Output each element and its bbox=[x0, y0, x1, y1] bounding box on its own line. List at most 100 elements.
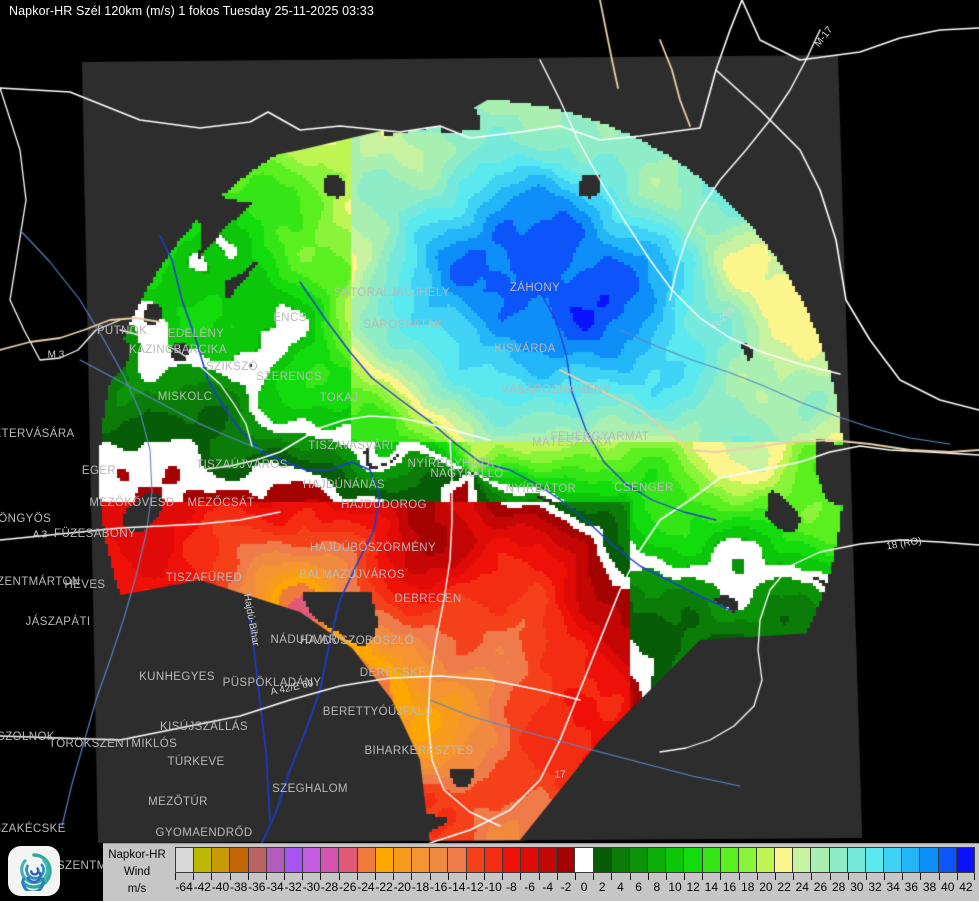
legend-tick-label: 0 bbox=[580, 880, 588, 894]
legend-swatch bbox=[339, 848, 358, 872]
legend-tick bbox=[575, 873, 576, 880]
legend-swatch bbox=[194, 848, 213, 872]
legend-caption: Napkor-HR Wind m/s bbox=[103, 845, 171, 900]
legend-ticks bbox=[175, 873, 975, 881]
legend-swatch bbox=[702, 848, 721, 872]
legend-swatch bbox=[502, 848, 521, 872]
legend-tick bbox=[320, 873, 322, 880]
legend-tick bbox=[465, 873, 467, 880]
legend-swatch bbox=[412, 848, 431, 872]
legend-swatch bbox=[539, 848, 558, 872]
legend-swatch bbox=[829, 848, 848, 872]
brand-logo[interactable] bbox=[8, 846, 60, 896]
legend-swatch bbox=[230, 848, 249, 872]
legend-tick bbox=[865, 873, 867, 880]
legend-swatch bbox=[920, 848, 939, 872]
legend-swatch bbox=[266, 848, 285, 872]
legend-swatch bbox=[793, 848, 812, 872]
legend-tick bbox=[629, 873, 631, 880]
legend-swatch bbox=[430, 848, 449, 872]
legend-tick-label: -24 bbox=[357, 880, 375, 894]
legend-tick-label: 20 bbox=[759, 880, 773, 894]
legend-tick bbox=[956, 873, 958, 880]
legend-tick-label: 12 bbox=[686, 880, 700, 894]
legend-tick-label: -28 bbox=[320, 880, 339, 894]
legend-tick bbox=[938, 873, 940, 880]
legend-swatch bbox=[865, 848, 885, 872]
legend-tick-label: 16 bbox=[722, 880, 737, 894]
legend-unit-label: m/s bbox=[127, 883, 147, 895]
legend-swatch bbox=[212, 848, 231, 872]
legend-tick bbox=[684, 873, 686, 880]
legend-tick-label: -8 bbox=[506, 880, 517, 894]
legend-tick-label: -42 bbox=[193, 880, 211, 894]
legend-tick-label: 40 bbox=[941, 880, 955, 894]
legend-tick-label: 2 bbox=[598, 880, 606, 894]
legend-tick-label: 4 bbox=[617, 880, 624, 894]
legend-tick-label: 34 bbox=[886, 880, 900, 894]
legend-tick bbox=[211, 873, 213, 880]
legend-swatch bbox=[938, 848, 957, 872]
legend-swatch bbox=[557, 848, 576, 872]
legend-tick bbox=[356, 873, 358, 880]
legend-tick bbox=[902, 873, 904, 880]
legend-swatch bbox=[847, 848, 866, 872]
legend-tick bbox=[702, 873, 704, 880]
legend-tick-label: -14 bbox=[448, 880, 466, 894]
legend-tick-label: 26 bbox=[813, 880, 828, 894]
legend-swatch bbox=[303, 848, 322, 872]
legend-source-label: Napkor-HR bbox=[108, 849, 166, 861]
legend-tick bbox=[375, 873, 376, 880]
legend-swatch bbox=[666, 848, 685, 872]
legend-tick bbox=[175, 873, 176, 880]
legend-tick bbox=[738, 873, 740, 880]
legend-tick bbox=[647, 873, 649, 880]
legend-swatch bbox=[357, 848, 376, 872]
legend-tick-label: -38 bbox=[229, 880, 248, 894]
legend-colorbar[interactable] bbox=[175, 847, 975, 873]
legend-tick-labels: -64 -42 -40 -38 -36 -34 -32 -30 -28 -26 -24 -22 -20-… bbox=[175, 880, 975, 899]
legend-tick bbox=[775, 873, 776, 880]
legend-swatch bbox=[648, 848, 667, 872]
legend-tick-label: -36 bbox=[248, 880, 266, 894]
legend-tick-label: 28 bbox=[831, 880, 846, 894]
legend-tick bbox=[811, 873, 813, 880]
legend-tick-label: 10 bbox=[668, 880, 682, 894]
legend-swatch bbox=[575, 848, 594, 872]
legend-tick-label: 18 bbox=[741, 880, 755, 894]
legend-tick-label: 8 bbox=[653, 880, 661, 894]
legend-tick bbox=[447, 873, 449, 880]
legend-tick bbox=[411, 873, 413, 880]
legend-tick-label: -4 bbox=[542, 880, 554, 894]
legend-tick-label: -40 bbox=[211, 880, 230, 894]
legend-tick bbox=[611, 873, 613, 880]
legend-tick-label: 30 bbox=[850, 880, 864, 894]
legend-tick-label: -30 bbox=[302, 880, 321, 894]
legend-swatch bbox=[176, 848, 195, 872]
legend-tick-label: -6 bbox=[524, 880, 535, 894]
legend-tick bbox=[756, 873, 758, 880]
legend-swatch bbox=[720, 848, 739, 872]
legend-tick bbox=[556, 873, 558, 880]
legend-swatch bbox=[321, 848, 340, 872]
legend-tick bbox=[484, 873, 486, 880]
legend-tick-label: -34 bbox=[266, 880, 284, 894]
legend-swatch bbox=[684, 848, 703, 872]
legend-tick bbox=[538, 873, 540, 880]
legend-tick-label: 24 bbox=[795, 880, 809, 894]
legend-tick bbox=[338, 873, 340, 880]
legend-swatch bbox=[393, 848, 413, 872]
legend-swatch bbox=[757, 848, 776, 872]
legend-swatch bbox=[484, 848, 503, 872]
legend-tick-label: 22 bbox=[777, 880, 791, 894]
legend-tick bbox=[829, 873, 831, 880]
legend-tick bbox=[974, 873, 975, 880]
legend-tick-label: -32 bbox=[284, 880, 302, 894]
legend-swatch bbox=[738, 848, 757, 872]
legend-tick bbox=[265, 873, 267, 880]
legend-tick bbox=[593, 873, 595, 880]
legend-tick bbox=[193, 873, 195, 880]
legend-tick bbox=[393, 873, 395, 880]
